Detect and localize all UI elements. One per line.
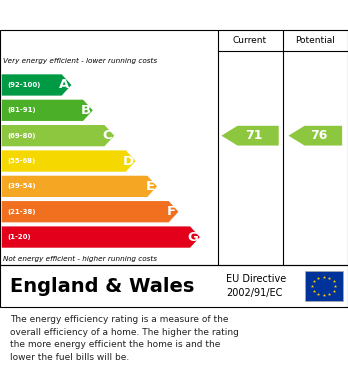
Polygon shape — [221, 126, 279, 145]
Text: Not energy efficient - higher running costs: Not energy efficient - higher running co… — [3, 256, 158, 262]
Polygon shape — [288, 126, 342, 145]
Text: 76: 76 — [310, 129, 327, 142]
Polygon shape — [2, 125, 114, 146]
Text: E: E — [145, 180, 155, 193]
Text: Very energy efficient - lower running costs: Very energy efficient - lower running co… — [3, 57, 158, 64]
Text: (39-54): (39-54) — [7, 183, 35, 189]
Polygon shape — [2, 100, 93, 121]
Text: F: F — [167, 205, 176, 218]
Text: A: A — [59, 79, 70, 91]
Text: C: C — [102, 129, 112, 142]
Text: (92-100): (92-100) — [7, 82, 40, 88]
Polygon shape — [2, 151, 136, 172]
Polygon shape — [2, 226, 200, 248]
Text: (81-91): (81-91) — [7, 107, 35, 113]
Text: EU Directive
2002/91/EC: EU Directive 2002/91/EC — [226, 274, 286, 298]
Text: (69-80): (69-80) — [7, 133, 35, 139]
Text: (1-20): (1-20) — [7, 234, 31, 240]
Text: G: G — [188, 231, 198, 244]
Polygon shape — [2, 201, 179, 222]
Text: D: D — [123, 154, 134, 167]
Polygon shape — [2, 74, 71, 96]
Text: The energy efficiency rating is a measure of the
overall efficiency of a home. T: The energy efficiency rating is a measur… — [10, 316, 239, 362]
Text: Potential: Potential — [295, 36, 335, 45]
Text: (21-38): (21-38) — [7, 209, 35, 215]
Text: Energy Efficiency Rating: Energy Efficiency Rating — [69, 7, 279, 23]
Text: Current: Current — [233, 36, 267, 45]
Text: 71: 71 — [245, 129, 262, 142]
Text: B: B — [81, 104, 91, 117]
Bar — [304, 271, 343, 301]
Polygon shape — [2, 176, 157, 197]
Text: England & Wales: England & Wales — [10, 276, 195, 296]
Text: (55-68): (55-68) — [7, 158, 35, 164]
